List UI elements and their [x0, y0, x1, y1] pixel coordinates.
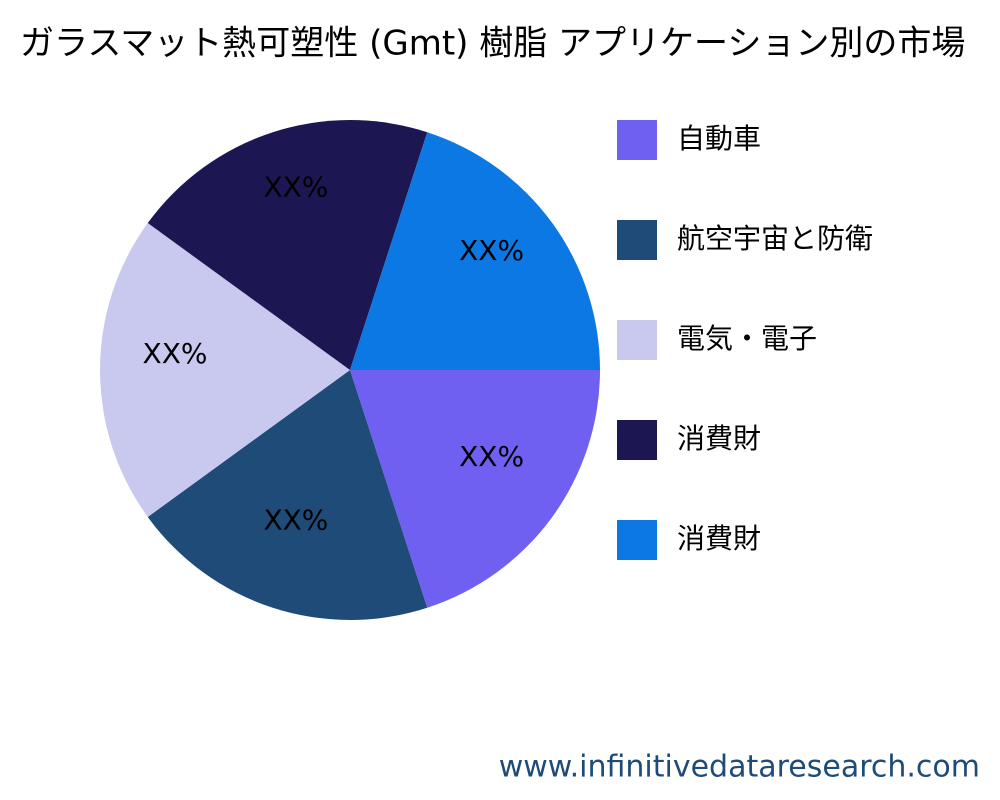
legend-swatch: [617, 420, 657, 460]
legend-label: 電気・電子: [677, 322, 817, 355]
legend-swatch: [617, 220, 657, 260]
legend-label: 航空宇宙と防衛: [677, 222, 873, 255]
pie-slice: [350, 370, 600, 608]
legend-label: 自動車: [677, 122, 761, 155]
pie-slice: [100, 223, 350, 517]
pie-slice: [350, 132, 600, 370]
legend-swatch: [617, 320, 657, 360]
data-label: XX%: [459, 234, 524, 267]
data-label: XX%: [459, 440, 524, 473]
chart-title: ガラスマット熱可塑性 (Gmt) 樹脂 アプリケーション別の市場: [20, 24, 965, 64]
data-label: XX%: [263, 503, 328, 536]
legend-label: 消費財: [677, 422, 761, 455]
legend-swatch: [617, 120, 657, 160]
data-label: XX%: [143, 337, 208, 370]
legend-label: 消費財: [677, 522, 761, 555]
pie-slice: [147, 120, 428, 370]
pie-slice: [147, 370, 428, 620]
legend-swatch: [617, 520, 657, 560]
data-label: XX%: [263, 171, 328, 204]
watermark: www.infinitivedataresearch.com: [499, 750, 980, 785]
